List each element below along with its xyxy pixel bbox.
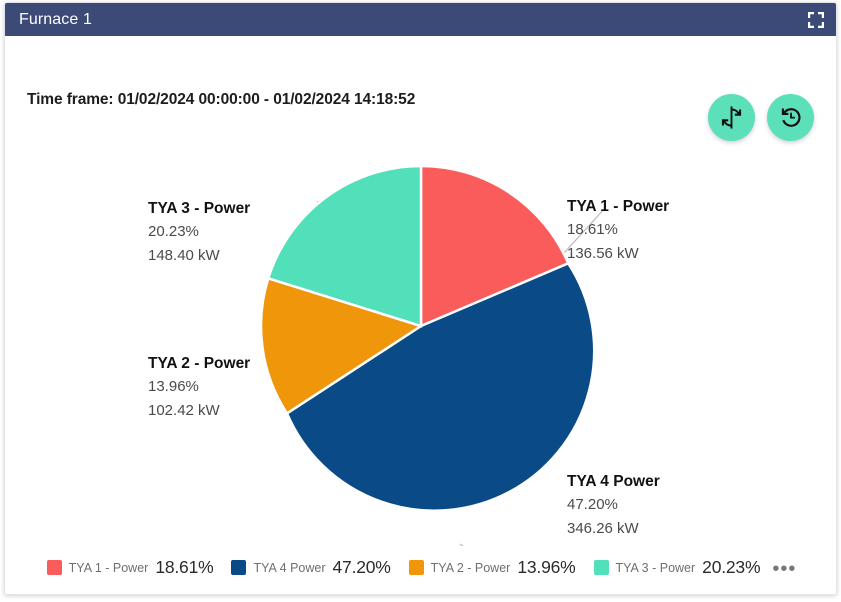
pie-label-name: TYA 4 Power [567, 473, 660, 490]
pie-label-percent: 20.23% [148, 223, 199, 241]
pie-slice-tya3[interactable] [266, 164, 423, 328]
legend-item-value: 18.61% [155, 557, 214, 577]
leader-line-tya4 [459, 543, 464, 546]
pie-label-name: TYA 3 - Power [148, 200, 251, 217]
pie-chart-canvas[interactable] [5, 146, 837, 546]
pie-label-tya1: TYA 1 - Power 18.61% 136.56 kW [567, 196, 669, 266]
pie-label-percent: 47.20% [567, 496, 618, 514]
legend-item-tya2[interactable]: TYA 2 - Power 13.96% [408, 557, 576, 578]
legend-item-value: 20.23% [702, 557, 761, 577]
history-clock-icon [778, 105, 803, 130]
pie-label-tya4: TYA 4 Power 47.20% 346.26 kW [567, 471, 660, 541]
pie-label-name: TYA 1 - Power [567, 198, 670, 215]
legend-item-value: 13.96% [517, 557, 576, 577]
pie-label-value: 136.56 kW [567, 245, 639, 263]
refresh-sync-icon [719, 105, 744, 130]
legend-item-label: TYA 2 - Power [430, 560, 511, 575]
legend-overflow-icon[interactable]: ••• [772, 558, 797, 580]
pie-slices [259, 164, 596, 512]
legend-item-label: TYA 3 - Power [615, 560, 696, 575]
legend-item-tya1[interactable]: TYA 1 - Power 18.61% [46, 557, 214, 578]
pie-label-name: TYA 2 - Power [148, 355, 251, 372]
pie-slice-tya1[interactable] [419, 164, 570, 328]
legend-swatch-icon [593, 560, 609, 575]
card-action-buttons [708, 94, 814, 141]
timeframe-label: Time frame: 01/02/2024 00:00:00 - 01/02/… [27, 91, 416, 108]
legend-item-tya3[interactable]: TYA 3 - Power 20.23% [593, 557, 761, 578]
pie-slice-tya4[interactable] [285, 261, 596, 512]
pie-label-value: 102.42 kW [148, 402, 220, 420]
legend-item-label: TYA 1 - Power [68, 560, 149, 575]
fullscreen-expand-icon[interactable] [806, 10, 826, 30]
pie-chart: TYA 3 - Power 20.23% 148.40 kW TYA 1 - P… [5, 146, 837, 546]
furnace-chart-card: Furnace 1 Time frame: 01/02/2024 00:00:0… [4, 2, 837, 595]
pie-label-percent: 13.96% [148, 378, 199, 396]
pie-label-tya2: TYA 2 - Power 13.96% 102.42 kW [148, 353, 250, 423]
page-title: Furnace 1 [19, 10, 92, 28]
refresh-button[interactable] [708, 94, 755, 141]
legend-swatch-icon [408, 560, 424, 575]
card-header: Furnace 1 [5, 3, 836, 36]
legend-swatch-icon [46, 560, 62, 575]
legend-swatch-icon [231, 560, 247, 575]
legend-item-value: 47.20% [332, 557, 391, 577]
pie-label-value: 346.26 kW [567, 520, 639, 538]
card-body: Time frame: 01/02/2024 00:00:00 - 01/02/… [5, 36, 836, 594]
pie-label-value: 148.40 kW [148, 247, 220, 265]
pie-label-tya3: TYA 3 - Power 20.23% 148.40 kW [148, 198, 250, 268]
legend-item-label: TYA 4 Power [253, 560, 326, 575]
legend-item-tya4[interactable]: TYA 4 Power 47.20% [231, 557, 391, 578]
chart-legend: TYA 1 - Power 18.61% TYA 4 Power 47.20% … [5, 557, 836, 580]
history-button[interactable] [767, 94, 814, 141]
pie-label-percent: 18.61% [567, 221, 618, 239]
pie-slice-tya2[interactable] [259, 276, 424, 416]
